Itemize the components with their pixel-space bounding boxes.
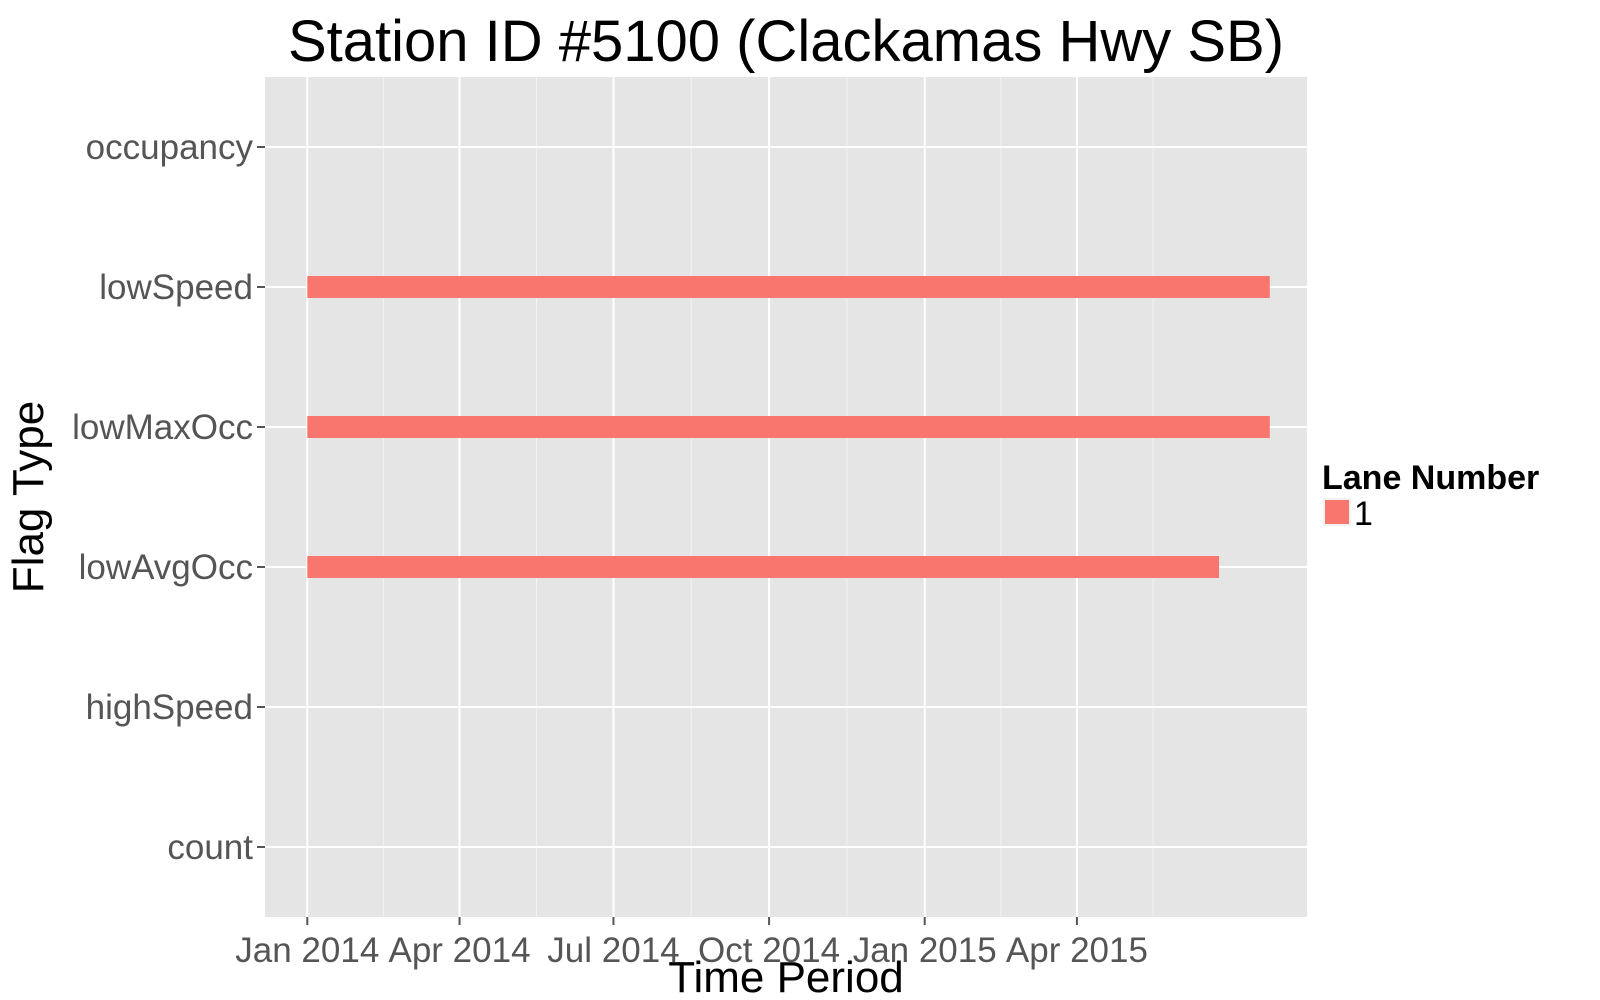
x-tick-label: Oct 2014 bbox=[698, 931, 840, 970]
x-tick-label: Apr 2014 bbox=[388, 931, 530, 970]
x-axis-title: Time Period bbox=[668, 953, 904, 1000]
chart-title: Station ID #5100 (Clackamas Hwy SB) bbox=[288, 9, 1284, 74]
x-tick-label: Jan 2015 bbox=[853, 931, 997, 970]
y-axis: occupancy lowSpeed lowMaxOcc lowAvgOcc highS… bbox=[72, 128, 265, 867]
bar-lowMaxOcc bbox=[307, 416, 1270, 438]
x-tick-label: Jul 2014 bbox=[547, 931, 679, 970]
legend-key bbox=[1323, 498, 1351, 526]
x-axis: Jan 2014 Apr 2014 Jul 2014 Oct 2014 Jan 2015… bbox=[235, 917, 1148, 970]
y-tick-label: count bbox=[167, 828, 253, 867]
legend: Lane Number 1 bbox=[1322, 459, 1539, 533]
bar-segments bbox=[307, 276, 1270, 578]
legend-items: 1 bbox=[1323, 495, 1373, 533]
minor-gridlines bbox=[382, 77, 1154, 917]
x-tick-label: Jan 2014 bbox=[235, 931, 379, 970]
y-tick-label: lowSpeed bbox=[99, 268, 253, 307]
bar-lowSpeed bbox=[307, 276, 1270, 298]
bar-lowAvgOcc bbox=[307, 556, 1220, 578]
y-tick-label: occupancy bbox=[86, 128, 254, 167]
y-tick-label: lowMaxOcc bbox=[72, 408, 253, 447]
legend-label: 1 bbox=[1354, 495, 1373, 533]
plot-panel bbox=[265, 77, 1307, 917]
y-tick-label: lowAvgOcc bbox=[79, 548, 253, 587]
x-tick-label: Apr 2015 bbox=[1006, 931, 1148, 970]
y-tick-label: highSpeed bbox=[86, 688, 253, 727]
legend-title: Lane Number bbox=[1322, 459, 1539, 497]
y-axis-title: Flag Type bbox=[4, 401, 53, 593]
